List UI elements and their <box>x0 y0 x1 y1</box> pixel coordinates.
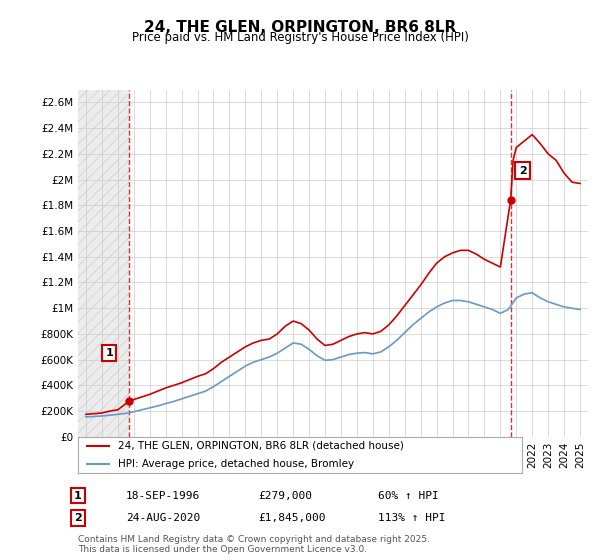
Bar <box>78 90 130 437</box>
Text: 1: 1 <box>106 348 113 358</box>
Text: 60% ↑ HPI: 60% ↑ HPI <box>378 491 439 501</box>
Text: £1,845,000: £1,845,000 <box>258 513 325 523</box>
Text: HPI: Average price, detached house, Bromley: HPI: Average price, detached house, Brom… <box>118 459 354 469</box>
Text: 113% ↑ HPI: 113% ↑ HPI <box>378 513 445 523</box>
Text: 2: 2 <box>518 166 526 176</box>
Text: £279,000: £279,000 <box>258 491 312 501</box>
Text: 18-SEP-1996: 18-SEP-1996 <box>126 491 200 501</box>
Text: 1: 1 <box>74 491 82 501</box>
Text: 24, THE GLEN, ORPINGTON, BR6 8LR: 24, THE GLEN, ORPINGTON, BR6 8LR <box>144 20 456 35</box>
Text: 2: 2 <box>74 513 82 523</box>
Text: 24-AUG-2020: 24-AUG-2020 <box>126 513 200 523</box>
Text: 24, THE GLEN, ORPINGTON, BR6 8LR (detached house): 24, THE GLEN, ORPINGTON, BR6 8LR (detach… <box>118 441 404 451</box>
Text: Price paid vs. HM Land Registry's House Price Index (HPI): Price paid vs. HM Land Registry's House … <box>131 31 469 44</box>
Text: Contains HM Land Registry data © Crown copyright and database right 2025.
This d: Contains HM Land Registry data © Crown c… <box>78 535 430 554</box>
